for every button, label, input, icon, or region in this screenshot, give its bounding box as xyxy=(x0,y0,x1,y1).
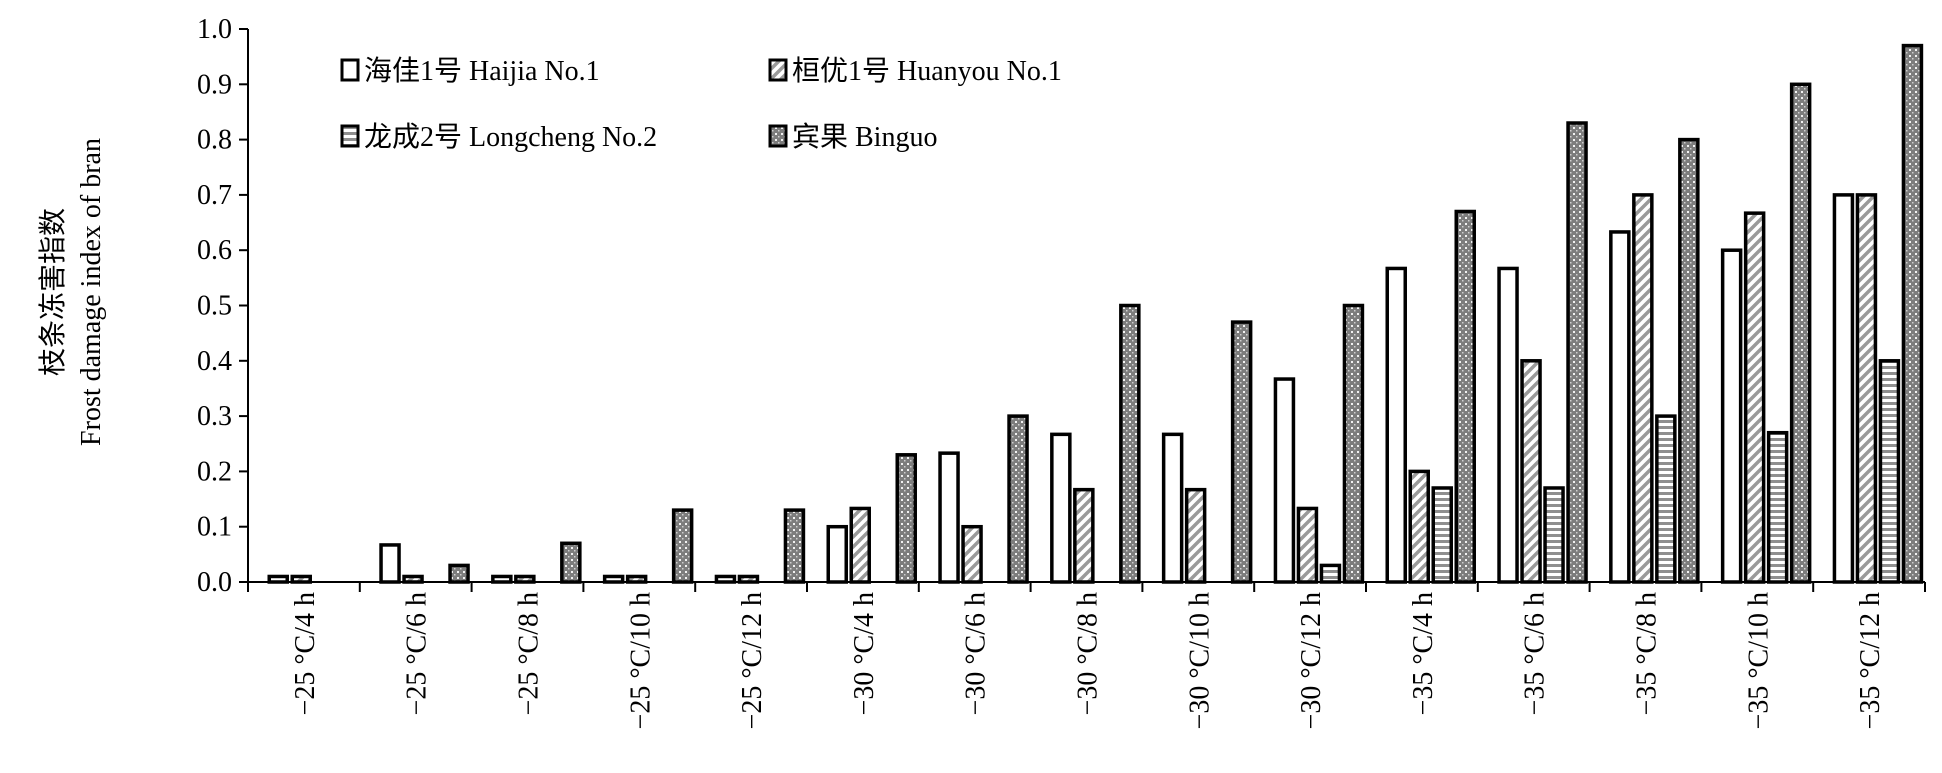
x-category-label: −30 °C/4 h xyxy=(849,592,880,715)
bar xyxy=(1566,121,1588,584)
bar xyxy=(1497,266,1519,584)
y-tick-label: 1.0 xyxy=(197,14,232,45)
x-axis: −25 °C/4 h −25 °C/6 h −25 °C/8 h −25 °C/10 … xyxy=(247,581,1926,729)
bar xyxy=(1408,469,1430,584)
legend-label: 龙成2号 Longcheng No.2 xyxy=(364,121,657,153)
legend-label: 桓优1号 Huanyou No.1 xyxy=(792,55,1062,87)
y-axis-title-en: Frost damage index of bran xyxy=(76,138,107,446)
bar xyxy=(1832,193,1855,584)
bar xyxy=(1385,266,1407,584)
x-category-label: −25 °C/8 h xyxy=(514,592,545,715)
bar xyxy=(783,508,806,584)
x-category-label: −35 °C/6 h xyxy=(1520,592,1551,715)
bar xyxy=(1454,209,1476,584)
bar xyxy=(1050,432,1072,584)
bar xyxy=(1678,137,1700,584)
bar xyxy=(1230,320,1253,584)
bar xyxy=(1878,359,1901,584)
legend-swatch xyxy=(340,124,360,148)
bar xyxy=(961,524,983,584)
x-category-label: −25 °C/4 h xyxy=(290,592,321,715)
y-axis-title-cn: 枝条冻害指数 xyxy=(37,208,69,376)
bar xyxy=(1184,487,1207,584)
y-axis-title: 枝条冻害指数 Frost damage index of bran xyxy=(37,138,107,446)
legend: 海佳1号 Haijia No.1 桓优1号 Huanyou No.1 龙成2号 Lo… xyxy=(340,55,1062,153)
x-category-label: −30 °C/10 h xyxy=(1184,592,1215,729)
legend-swatch xyxy=(768,58,788,82)
bar xyxy=(1119,303,1141,584)
y-tick-label: 0.7 xyxy=(197,180,232,211)
y-axis: 0.0 0.1 0.2 0.3 0.4 0.5 0.6 0.7 0.8 0.9 1.0 xyxy=(197,14,249,598)
bar xyxy=(849,506,871,584)
x-category-label: −25 °C/6 h xyxy=(402,592,433,715)
bar xyxy=(1520,359,1542,584)
bar xyxy=(1007,414,1029,584)
y-tick-label: 0.3 xyxy=(197,401,232,432)
bar xyxy=(826,524,848,584)
x-category-label: −35 °C/8 h xyxy=(1632,592,1663,715)
bar xyxy=(938,451,960,584)
bar xyxy=(1720,248,1743,584)
y-tick-label: 0.0 xyxy=(197,567,232,598)
bar xyxy=(1789,82,1812,584)
x-category-label: −25 °C/10 h xyxy=(625,592,656,729)
bar xyxy=(379,543,401,584)
legend-label: 海佳1号 Haijia No.1 xyxy=(364,55,600,87)
bar xyxy=(1296,506,1319,584)
y-tick-label: 0.8 xyxy=(197,125,232,156)
bar xyxy=(1655,414,1677,584)
y-tick-label: 0.2 xyxy=(197,456,232,487)
bar xyxy=(1855,193,1878,584)
x-category-label: −35 °C/10 h xyxy=(1743,592,1774,729)
x-category-label: −30 °C/8 h xyxy=(1073,592,1104,715)
bar xyxy=(1342,303,1365,584)
bar xyxy=(1161,432,1184,584)
x-category-label: −30 °C/6 h xyxy=(961,592,992,715)
y-tick-label: 0.5 xyxy=(197,291,232,322)
bar xyxy=(448,563,470,584)
bar xyxy=(560,541,582,584)
legend-label: 宾果 Binguo xyxy=(792,121,937,153)
y-tick-label: 0.9 xyxy=(197,69,232,100)
bar xyxy=(1766,430,1789,584)
bar xyxy=(671,508,694,584)
x-category-label: −25 °C/12 h xyxy=(737,592,768,729)
bar xyxy=(895,453,917,584)
bar xyxy=(1543,486,1565,584)
bar xyxy=(1319,563,1342,584)
legend-swatch xyxy=(768,124,788,148)
y-tick-label: 0.4 xyxy=(197,346,232,377)
bar xyxy=(1273,377,1296,584)
bar xyxy=(1901,43,1924,584)
legend-swatch xyxy=(340,58,360,82)
bar xyxy=(1632,193,1654,584)
bar xyxy=(1609,230,1631,584)
y-tick-label: 0.6 xyxy=(197,235,232,266)
x-category-label: −30 °C/12 h xyxy=(1296,592,1327,729)
bar xyxy=(1431,486,1453,584)
bar xyxy=(1743,211,1766,584)
x-category-label: −35 °C/12 h xyxy=(1855,592,1886,729)
bar xyxy=(1073,487,1095,584)
y-tick-label: 0.1 xyxy=(197,512,232,543)
x-category-label: −35 °C/4 h xyxy=(1408,592,1439,715)
